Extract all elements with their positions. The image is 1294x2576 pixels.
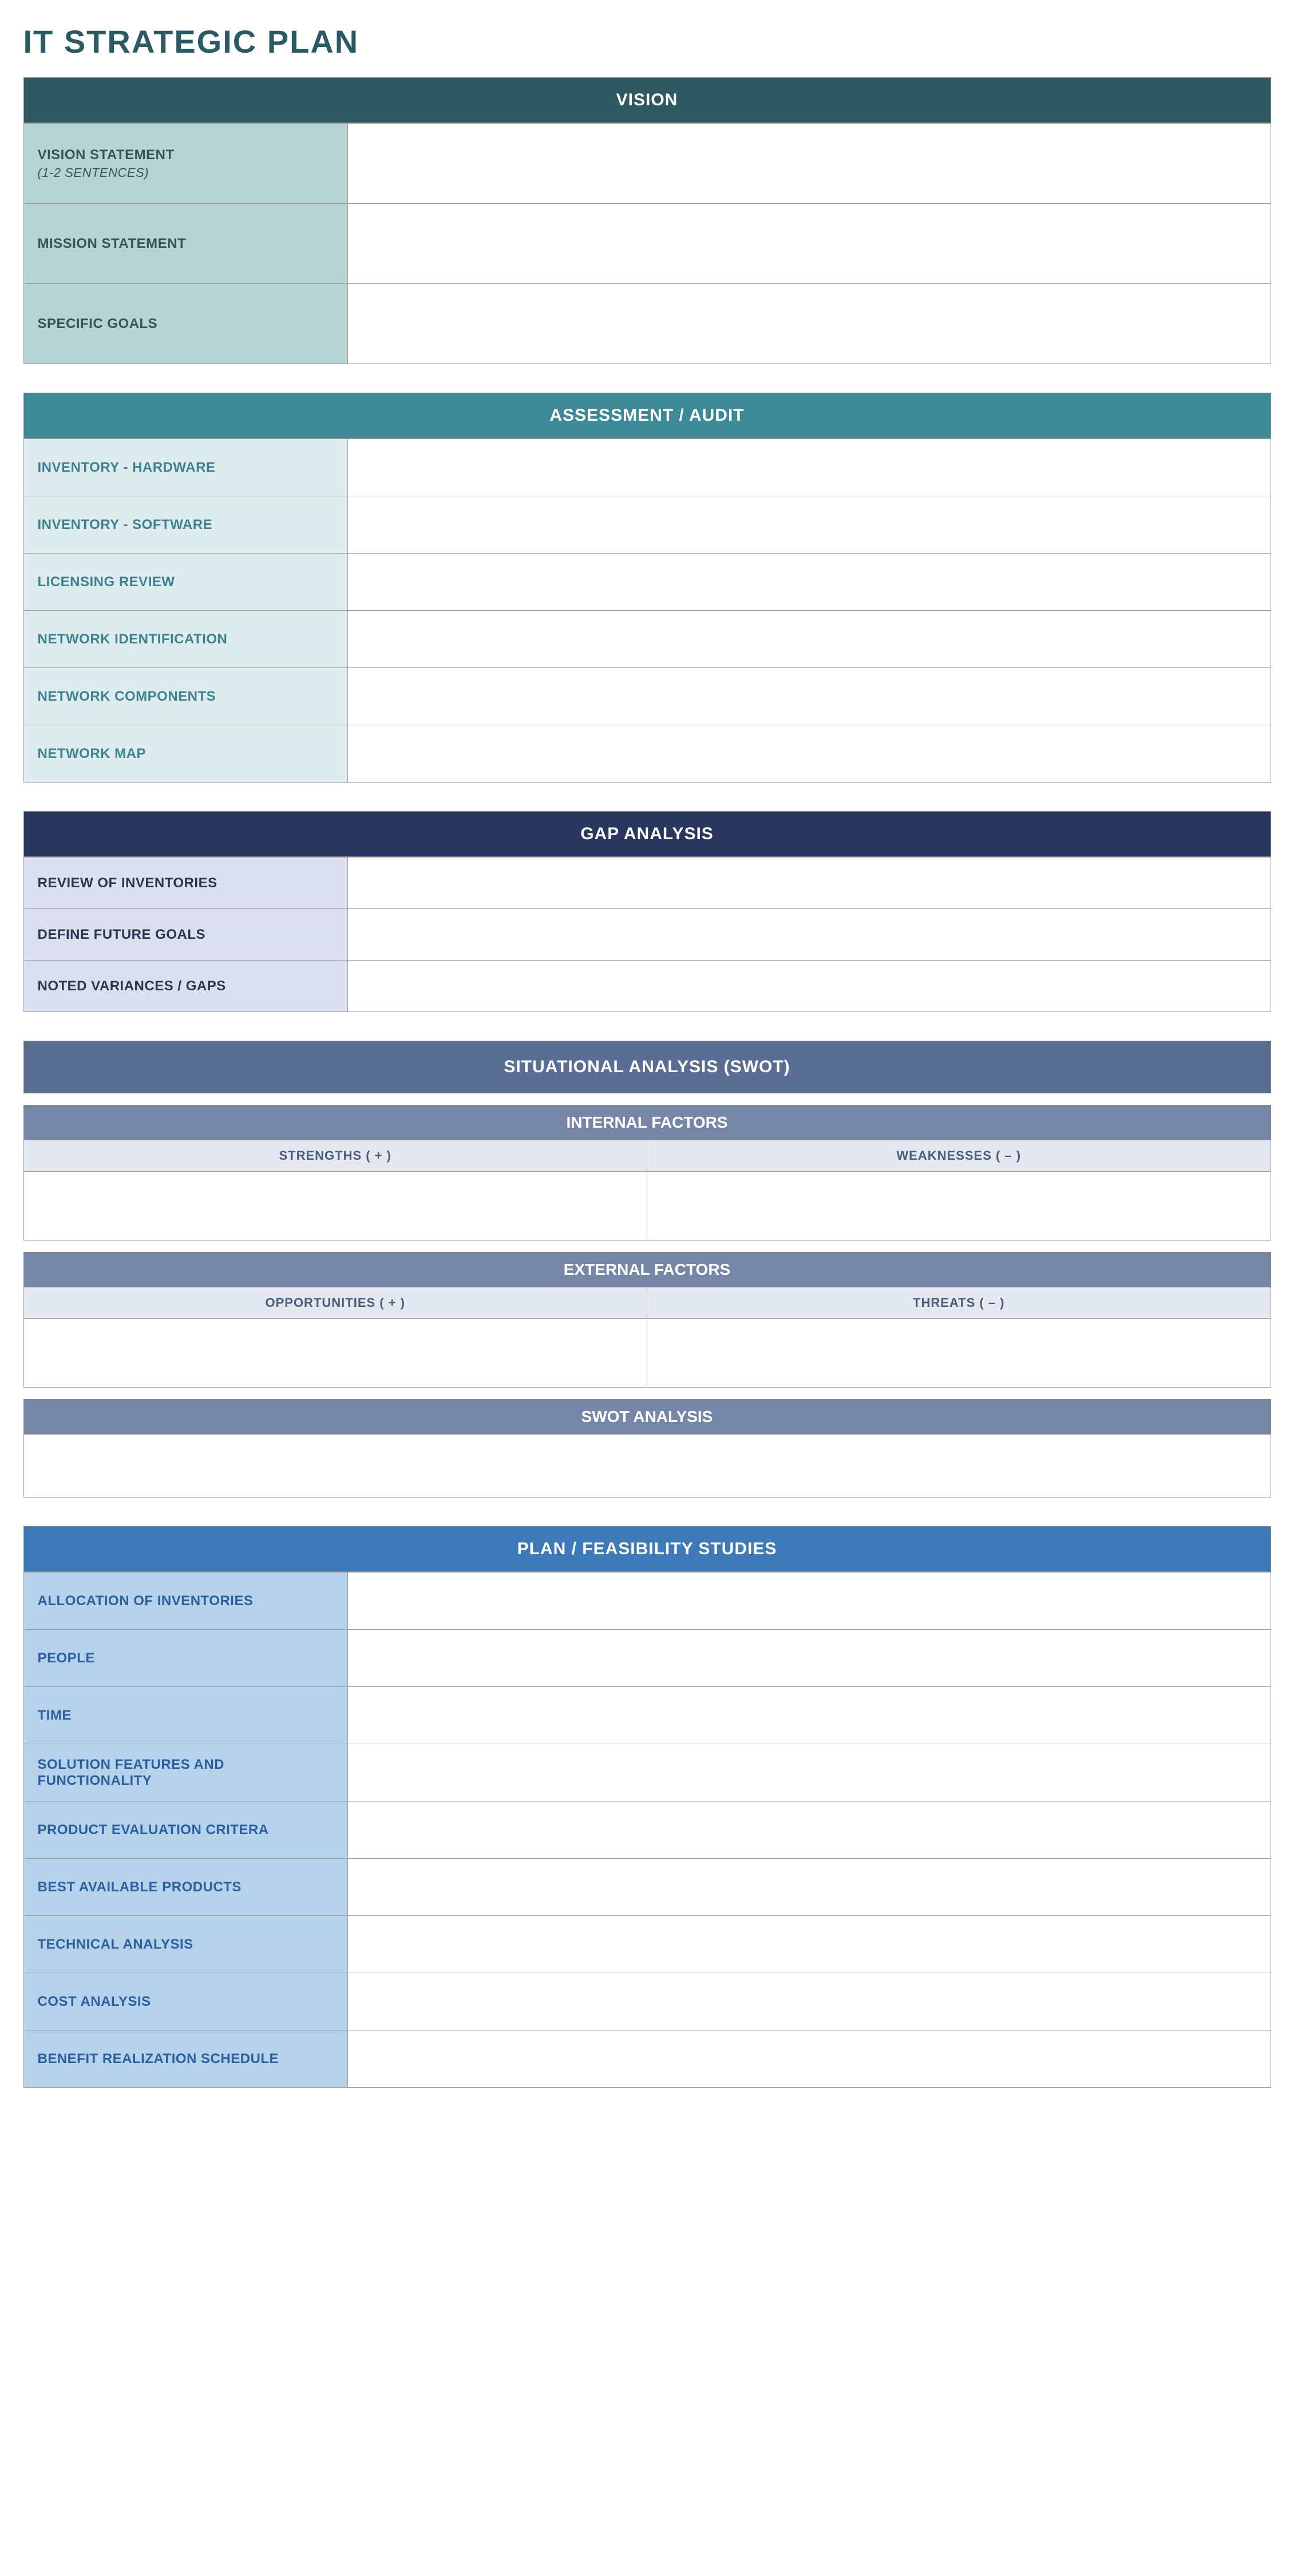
swot-external-bar: EXTERNAL FACTORS [23,1252,1271,1287]
section-header-swot: SITUATIONAL ANALYSIS (SWOT) [23,1041,1271,1093]
swot-analysis: SWOT ANALYSIS [23,1399,1271,1498]
row-label: INVENTORY - HARDWARE [23,439,348,496]
section-swot: SITUATIONAL ANALYSIS (SWOT) INTERNAL FAC… [23,1041,1271,1498]
swot-internal-bar: INTERNAL FACTORS [23,1105,1271,1140]
swot-internal: INTERNAL FACTORS STRENGTHS ( + ) WEAKNES… [23,1105,1271,1240]
row-label: BEST AVAILABLE PRODUCTS [23,1859,348,1916]
row-value[interactable] [348,858,1271,909]
swot-analysis-bar: SWOT ANALYSIS [23,1399,1271,1435]
row-label: SOLUTION FEATURES AND FUNCTIONALITY [23,1744,348,1801]
swot-external-grid: OPPORTUNITIES ( + ) THREATS ( – ) [23,1287,1271,1388]
section-assessment: ASSESSMENT / AUDIT INVENTORY - HARDWAREI… [23,393,1271,783]
row-value[interactable] [348,1687,1271,1744]
row-value[interactable] [348,909,1271,961]
section-vision: VISION VISION STATEMENT(1-2 SENTENCES)MI… [23,77,1271,364]
page: IT STRATEGIC PLAN VISION VISION STATEMEN… [23,23,1271,2088]
section-plan: PLAN / FEASIBILITY STUDIES ALLOCATION OF… [23,1526,1271,2088]
row-label: BENEFIT REALIZATION SCHEDULE [23,2030,348,2088]
plan-table: ALLOCATION OF INVENTORIESPEOPLETIMESOLUT… [23,1572,1271,2088]
swot-analysis-cell[interactable] [23,1435,1271,1498]
row-label: MISSION STATEMENT [23,204,348,284]
row-value[interactable] [348,496,1271,554]
swot-cell-strengths[interactable] [23,1172,647,1240]
row-value[interactable] [348,1859,1271,1916]
assessment-table: INVENTORY - HARDWAREINVENTORY - SOFTWARE… [23,438,1271,783]
row-value[interactable] [348,1801,1271,1859]
swot-external: EXTERNAL FACTORS OPPORTUNITIES ( + ) THR… [23,1252,1271,1388]
section-gap: GAP ANALYSIS REVIEW OF INVENTORIESDEFINE… [23,811,1271,1012]
row-label-sub: (1-2 SENTENCES) [38,165,334,180]
row-value[interactable] [348,204,1271,284]
row-label: INVENTORY - SOFTWARE [23,496,348,554]
row-label: SPECIFIC GOALS [23,284,348,364]
row-label: NETWORK COMPONENTS [23,668,348,725]
row-label: NOTED VARIANCES / GAPS [23,961,348,1012]
section-header-gap: GAP ANALYSIS [23,811,1271,857]
swot-col-opportunities: OPPORTUNITIES ( + ) [23,1287,647,1319]
row-label: LICENSING REVIEW [23,554,348,611]
row-label: COST ANALYSIS [23,1973,348,2030]
row-label: PRODUCT EVALUATION CRITERA [23,1801,348,1859]
row-value[interactable] [348,961,1271,1012]
row-value[interactable] [348,1573,1271,1630]
row-value[interactable] [348,1916,1271,1973]
row-value[interactable] [348,1744,1271,1801]
row-label: TIME [23,1687,348,1744]
page-title: IT STRATEGIC PLAN [23,23,1271,60]
section-header-vision: VISION [23,77,1271,123]
swot-col-threats: THREATS ( – ) [647,1287,1271,1319]
row-value[interactable] [348,1630,1271,1687]
swot-col-strengths: STRENGTHS ( + ) [23,1140,647,1172]
row-label: TECHNICAL ANALYSIS [23,1916,348,1973]
row-value[interactable] [348,668,1271,725]
row-label: ALLOCATION OF INVENTORIES [23,1573,348,1630]
row-label: DEFINE FUTURE GOALS [23,909,348,961]
row-label: VISION STATEMENT(1-2 SENTENCES) [23,124,348,204]
row-value[interactable] [348,725,1271,783]
row-value[interactable] [348,611,1271,668]
row-label: NETWORK IDENTIFICATION [23,611,348,668]
row-value[interactable] [348,1973,1271,2030]
row-label: REVIEW OF INVENTORIES [23,858,348,909]
row-value[interactable] [348,554,1271,611]
row-label: PEOPLE [23,1630,348,1687]
swot-cell-opportunities[interactable] [23,1319,647,1388]
section-header-plan: PLAN / FEASIBILITY STUDIES [23,1526,1271,1572]
row-value[interactable] [348,2030,1271,2088]
row-value[interactable] [348,124,1271,204]
vision-table: VISION STATEMENT(1-2 SENTENCES)MISSION S… [23,123,1271,364]
row-value[interactable] [348,284,1271,364]
swot-cell-threats[interactable] [647,1319,1271,1388]
swot-col-weaknesses: WEAKNESSES ( – ) [647,1140,1271,1172]
row-value[interactable] [348,439,1271,496]
swot-cell-weaknesses[interactable] [647,1172,1271,1240]
gap-table: REVIEW OF INVENTORIESDEFINE FUTURE GOALS… [23,857,1271,1012]
swot-internal-grid: STRENGTHS ( + ) WEAKNESSES ( – ) [23,1140,1271,1240]
row-label: NETWORK MAP [23,725,348,783]
section-header-assessment: ASSESSMENT / AUDIT [23,393,1271,438]
